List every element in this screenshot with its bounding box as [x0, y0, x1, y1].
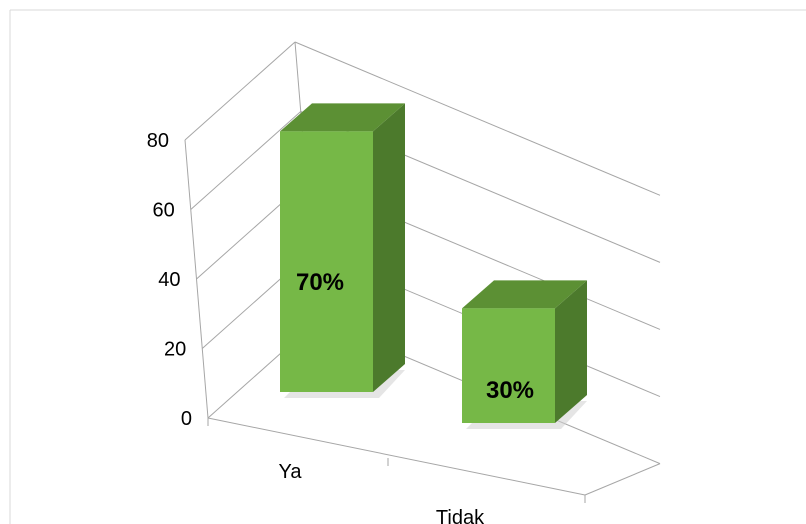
bar-tidak	[462, 280, 587, 429]
bar-top	[462, 280, 587, 309]
bar-front	[462, 308, 555, 423]
data-label-ya: 70%	[296, 269, 344, 296]
bar-side	[555, 280, 587, 423]
category-label-ya: Ya	[279, 461, 303, 483]
x-axis-line	[207, 417, 586, 496]
gridline-back-80	[294, 41, 661, 196]
category-label-tidak: Tidak	[436, 507, 485, 524]
y-tick-label-60: 60	[153, 200, 175, 222]
y-tick-label-40: 40	[158, 269, 180, 291]
bar-front	[280, 131, 373, 392]
bar-side	[373, 103, 405, 392]
bar-top	[280, 103, 405, 132]
y-tick-label-80: 80	[147, 130, 169, 152]
y-tick-label-0: 0	[181, 408, 192, 430]
floor-right-edge	[584, 463, 661, 496]
y-tick-label-20: 20	[164, 339, 186, 361]
y-axis-line	[184, 139, 209, 419]
gridline-left-80	[184, 41, 296, 141]
data-label-tidak: 30%	[486, 377, 534, 404]
bar-ya	[280, 103, 405, 398]
gridline-left-60	[190, 111, 302, 210]
